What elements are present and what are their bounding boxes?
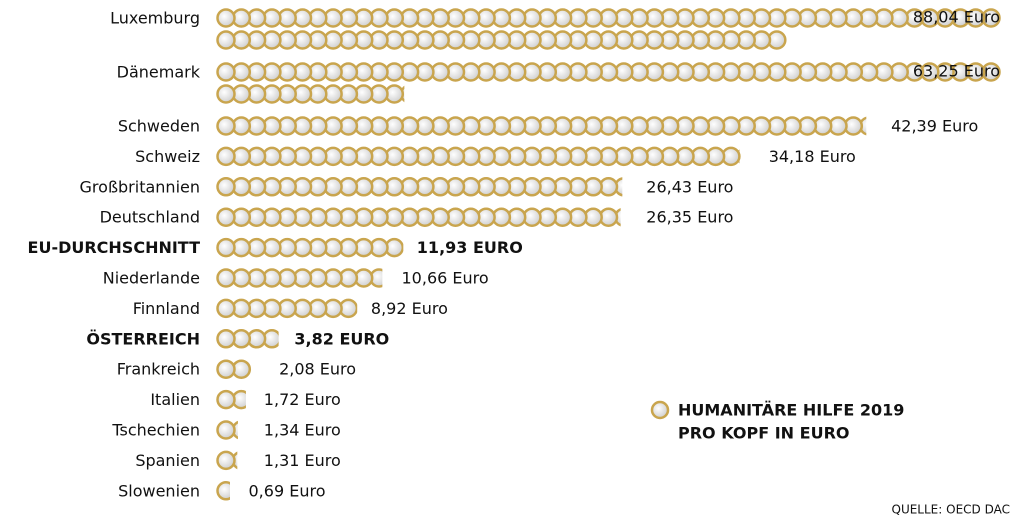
value-label: 3,82 EURO <box>294 329 389 348</box>
value-label: 63,25 Euro <box>913 62 1000 81</box>
value-label: 2,08 Euro <box>279 360 356 379</box>
category-label: Italien <box>150 390 200 409</box>
coin <box>216 481 230 501</box>
category-label: ÖSTERREICH <box>86 329 200 348</box>
coin <box>216 237 236 258</box>
value-label: 34,18 Euro <box>769 147 856 166</box>
source: QUELLE: OECD DAC <box>892 503 1011 517</box>
coin-bar <box>216 146 741 167</box>
coin-bar <box>216 207 621 227</box>
value-label: 1,34 Euro <box>264 421 341 440</box>
coin-bar <box>216 177 623 197</box>
category-label: Dänemark <box>117 63 201 82</box>
value-label: 88,04 Euro <box>913 8 1000 27</box>
coin-bar <box>216 116 867 136</box>
coin-bar <box>216 268 383 288</box>
value-label: 0,69 Euro <box>249 481 326 500</box>
category-label: Schweiz <box>135 147 200 166</box>
category-label: Frankreich <box>117 360 200 379</box>
coin-bar <box>216 450 238 471</box>
coin-bar <box>216 329 279 349</box>
category-label: Tschechien <box>111 421 200 440</box>
coin <box>216 177 236 197</box>
coin <box>216 389 236 410</box>
category-label: Deutschland <box>100 208 200 227</box>
coin <box>216 30 236 50</box>
category-label: Großbritannien <box>80 177 200 196</box>
category-label: Finnland <box>133 299 200 318</box>
coin-bar <box>216 420 238 440</box>
category-label: EU-DURCHSCHNITT <box>28 238 201 257</box>
coin-bar <box>216 8 1001 50</box>
coin <box>216 116 236 136</box>
coin <box>216 329 236 349</box>
category-label: Slowenien <box>118 481 200 500</box>
coin-bar <box>216 298 358 319</box>
coin <box>216 420 236 440</box>
legend-icon <box>650 400 670 420</box>
coin <box>216 359 236 379</box>
value-label: 1,31 Euro <box>264 451 341 470</box>
legend-text: PRO KOPF IN EURO <box>678 424 849 443</box>
coin <box>216 298 236 319</box>
coin <box>216 268 236 288</box>
value-label: 8,92 Euro <box>371 299 448 318</box>
coin-bar <box>216 389 246 410</box>
value-label: 26,35 Euro <box>646 208 733 227</box>
value-label: 10,66 Euro <box>402 269 489 288</box>
category-label: Schweden <box>118 117 200 136</box>
coin-bar <box>216 359 252 379</box>
legend: HUMANITÄRE HILFE 2019 PRO KOPF IN EURO <box>650 400 904 443</box>
category-label: Niederlande <box>103 269 200 288</box>
coin-bar <box>216 237 404 258</box>
coin <box>216 146 236 167</box>
category-label: Spanien <box>135 451 200 470</box>
coin-bar <box>216 62 1001 104</box>
coin <box>216 84 236 104</box>
category-label: Luxemburg <box>110 9 200 28</box>
value-label: 11,93 EURO <box>417 238 523 257</box>
value-label: 26,43 Euro <box>646 177 733 196</box>
coin <box>216 450 236 471</box>
coin <box>216 8 236 28</box>
coin <box>216 207 236 227</box>
legend-text: HUMANITÄRE HILFE 2019 <box>678 401 904 420</box>
coin-bar <box>216 481 230 501</box>
value-label: 42,39 Euro <box>891 117 978 136</box>
value-label: 1,72 Euro <box>264 390 341 409</box>
coin <box>216 62 236 82</box>
